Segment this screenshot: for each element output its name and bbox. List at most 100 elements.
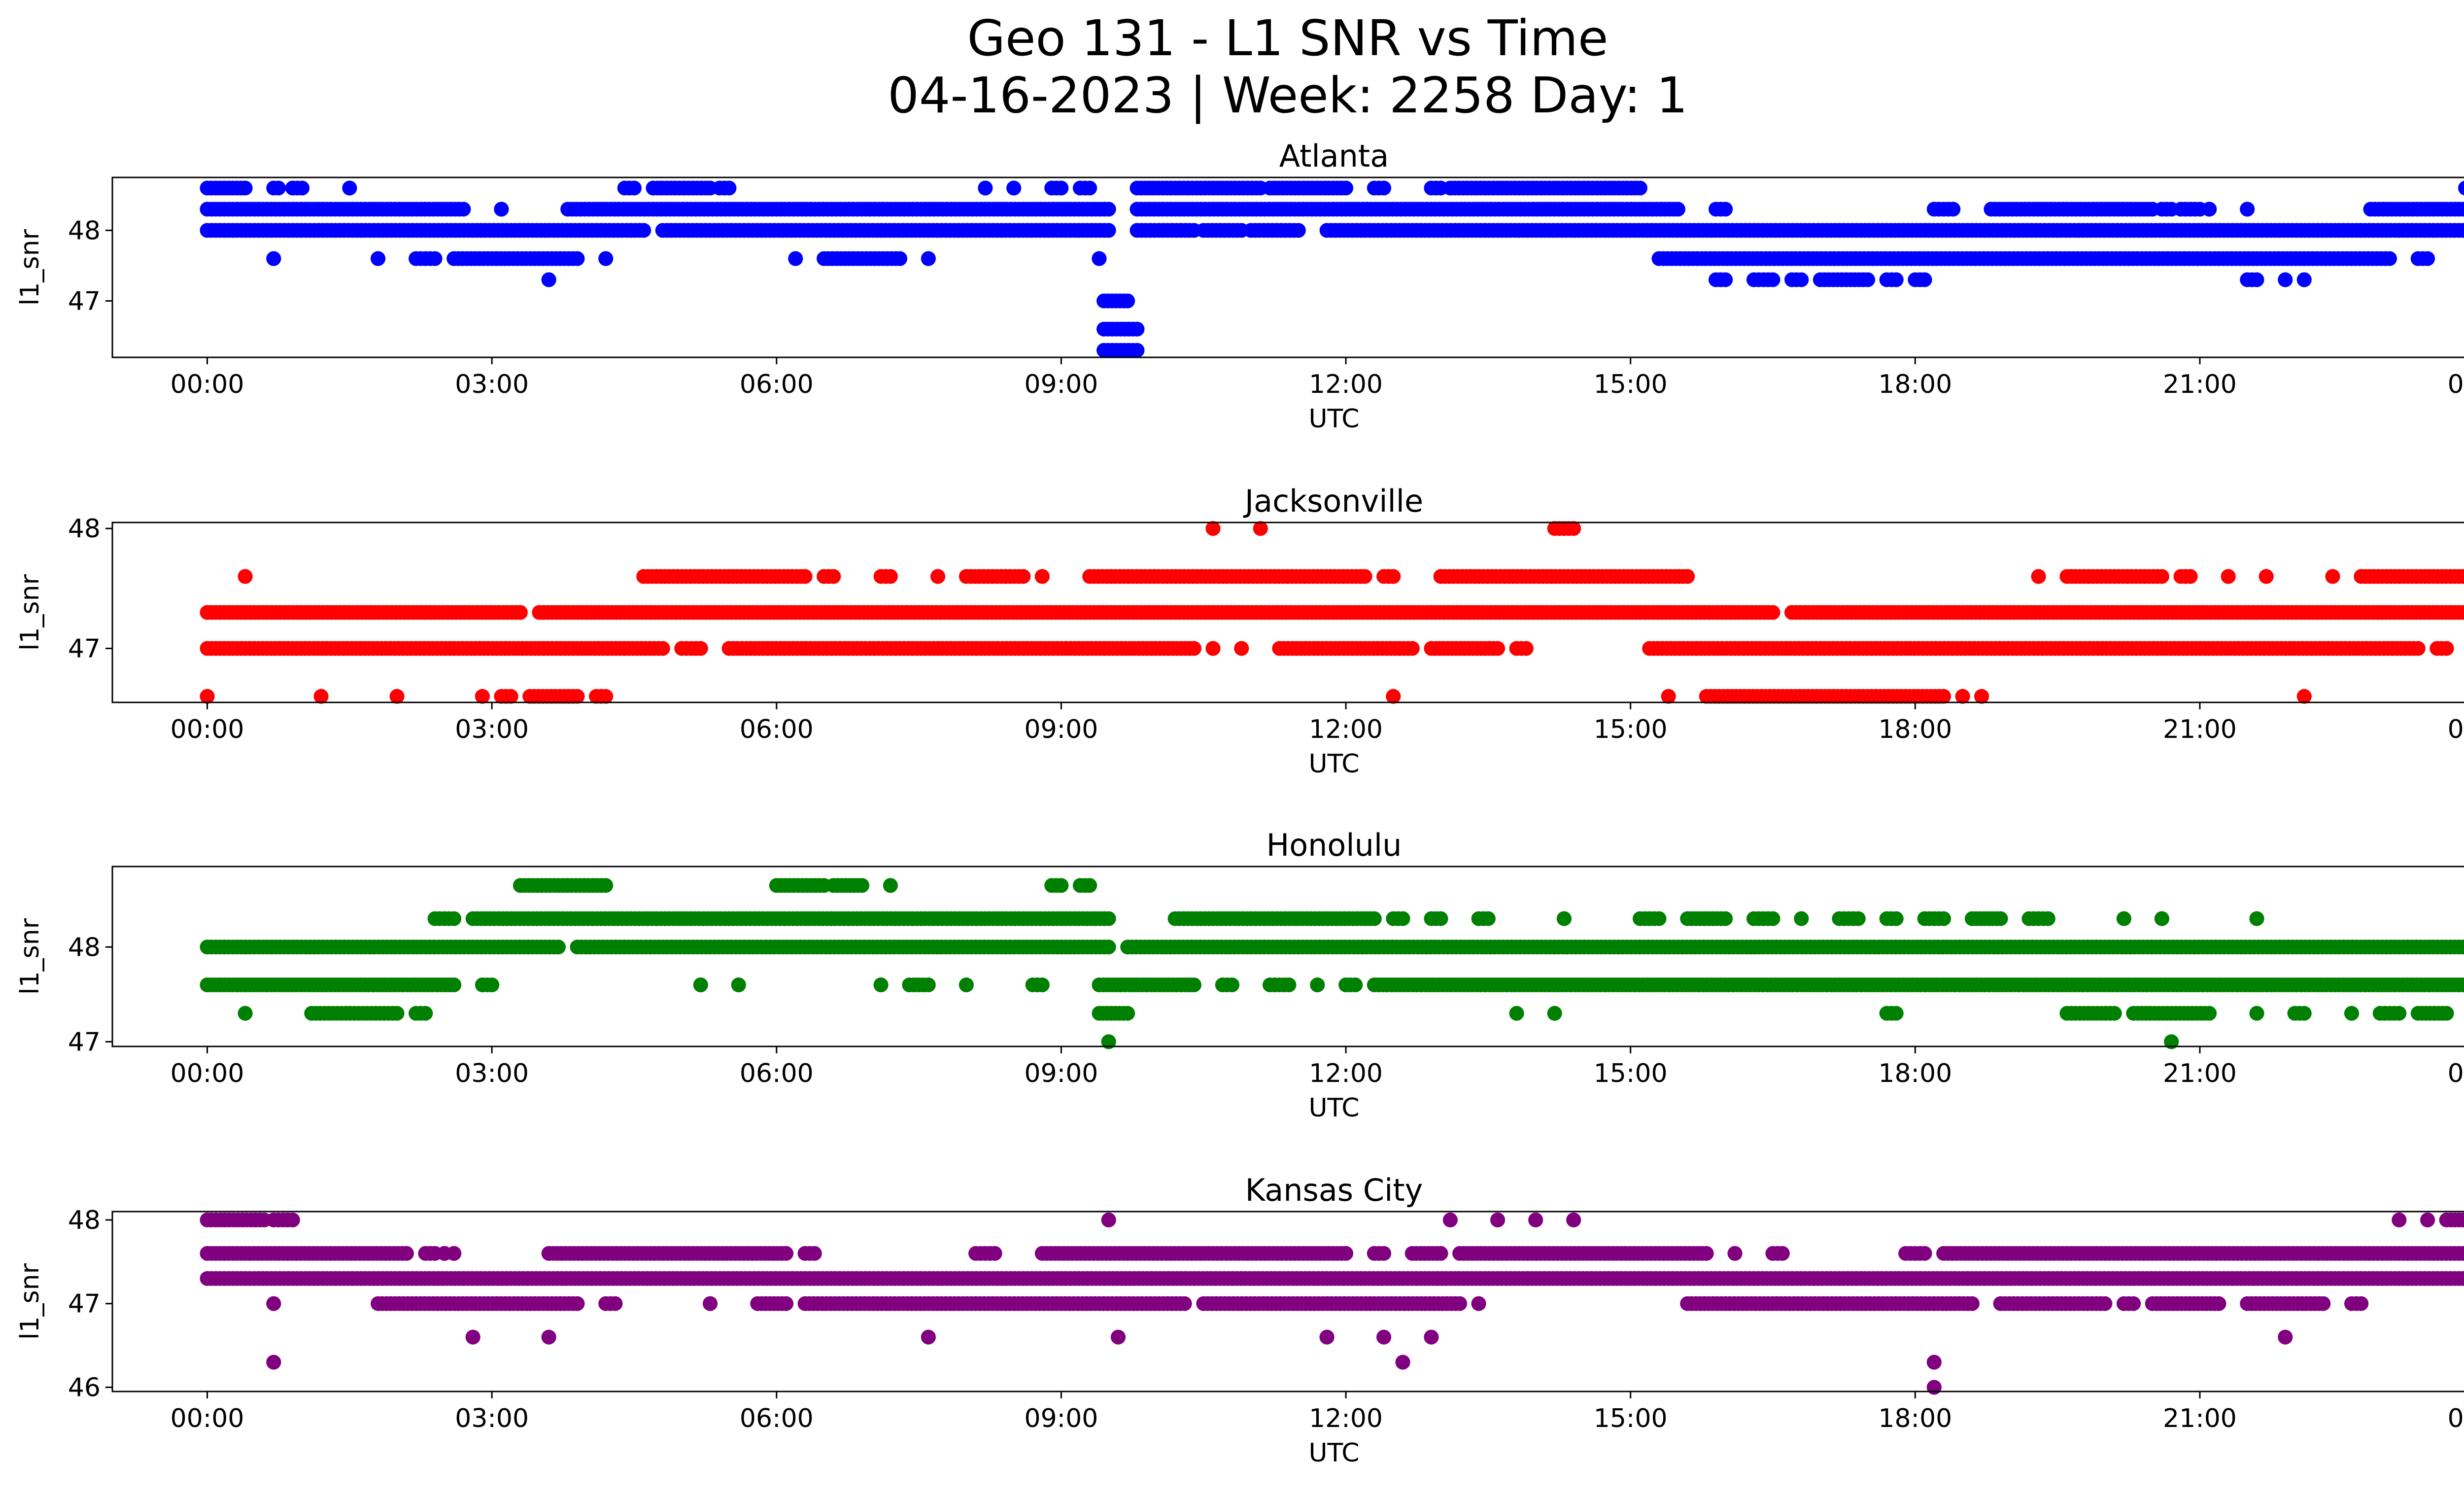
data-point [2460, 203, 2464, 216]
data-point [2031, 569, 2046, 584]
data-point [1775, 1246, 1790, 1261]
data-point [1338, 180, 1354, 196]
data-point [2296, 272, 2312, 287]
scatter-points [200, 1213, 2464, 1395]
data-point [1129, 321, 1145, 337]
x-tick-label: 12:00 [1309, 370, 1383, 399]
data-point [1101, 202, 1116, 217]
data-point [2460, 570, 2464, 583]
data-point [475, 689, 490, 704]
data-point [1490, 641, 1506, 656]
x-tick-label: 06:00 [740, 370, 814, 399]
x-tick-label: 06:00 [740, 1059, 814, 1088]
data-point [1718, 272, 1733, 287]
data-point [693, 641, 708, 656]
x-tick-label: 15:00 [1594, 370, 1668, 399]
y-tick-label: 47 [68, 634, 101, 664]
data-point [2116, 911, 2131, 926]
data-point [892, 251, 908, 266]
x-tick-label: 00:00 [2448, 1059, 2464, 1088]
data-point [1794, 911, 1809, 926]
data-point [1946, 202, 1961, 217]
data-point [2259, 569, 2274, 584]
data-point [1006, 180, 1022, 196]
data-point [1101, 911, 1116, 926]
data-point [570, 689, 585, 704]
y-tick-label: 48 [68, 514, 101, 544]
data-point [1376, 1246, 1392, 1261]
data-point [238, 569, 253, 584]
data-point [200, 689, 215, 704]
subplot-title: Atlanta [1279, 138, 1389, 174]
data-point [1680, 569, 1695, 584]
x-tick-label: 12:00 [1309, 1059, 1383, 1088]
data-point [1556, 911, 1572, 926]
data-point [958, 977, 974, 993]
data-point [1765, 605, 1780, 620]
data-point [1518, 641, 1534, 656]
data-point [1547, 1006, 1562, 1021]
data-point [1566, 1213, 1581, 1227]
data-point [1187, 977, 1201, 993]
data-point [598, 878, 614, 893]
x-tick-label: 09:00 [1025, 715, 1098, 744]
data-point [1338, 1246, 1354, 1261]
data-point [2249, 272, 2264, 287]
data-point [389, 1006, 405, 1021]
data-point [1433, 1246, 1448, 1261]
data-point [1490, 1213, 1506, 1227]
data-point [2183, 569, 2198, 584]
data-point [883, 569, 898, 584]
data-point [1509, 1006, 1524, 1021]
data-point [2278, 272, 2293, 287]
data-point [2107, 1006, 2122, 1021]
data-point [1917, 1246, 1932, 1261]
data-point [1727, 1246, 1743, 1261]
x-tick-label: 00:00 [171, 715, 244, 744]
data-point [2460, 1213, 2464, 1227]
data-point [2460, 940, 2464, 954]
data-point [1433, 911, 1448, 926]
data-point [2460, 606, 2464, 619]
data-point [1129, 343, 1145, 358]
x-axis-label: UTC [1308, 1093, 1359, 1123]
x-tick-label: 00:00 [2448, 370, 2464, 399]
data-point [1101, 939, 1116, 955]
data-point [883, 878, 898, 893]
data-point [2420, 1213, 2435, 1227]
data-point [1765, 911, 1780, 926]
data-point [1367, 911, 1382, 926]
data-point [1850, 911, 1866, 926]
data-point [2164, 1034, 2179, 1049]
x-tick-label: 00:00 [171, 370, 244, 399]
data-point [1092, 251, 1107, 266]
data-point [1480, 911, 1496, 926]
data-point [807, 1246, 822, 1261]
data-point [1101, 1034, 1116, 1049]
data-point [1974, 689, 1989, 704]
subplot-title: Kansas City [1245, 1172, 1423, 1208]
data-point [295, 180, 310, 196]
axes-frame [111, 176, 2464, 358]
data-point [2221, 569, 2236, 584]
y-axis-label: l1_snr [15, 574, 45, 651]
data-point [598, 251, 614, 266]
data-point [2240, 202, 2255, 217]
y-axis-label: l1_snr [15, 229, 45, 306]
x-tick-label: 09:00 [1025, 1059, 1098, 1088]
data-point [1357, 569, 1372, 584]
data-point [484, 977, 500, 993]
data-point [826, 569, 841, 584]
data-point [1016, 569, 1031, 584]
axes-frame [111, 866, 2464, 1047]
data-point [1765, 272, 1780, 287]
data-point [285, 1213, 300, 1227]
x-tick-label: 09:00 [1025, 370, 1098, 399]
data-point [1386, 569, 1401, 584]
data-point [855, 878, 870, 893]
data-point [2439, 1006, 2454, 1021]
data-point [446, 911, 462, 926]
data-point [238, 1006, 253, 1021]
data-point [1253, 521, 1268, 536]
